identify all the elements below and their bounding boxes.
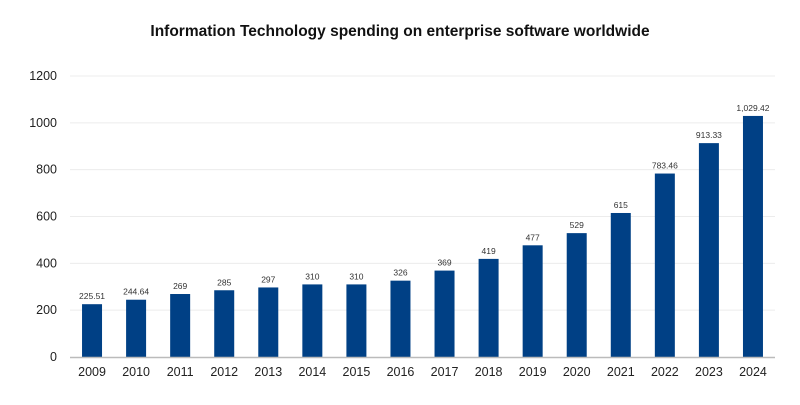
chart-title: Information Technology spending on enter… — [150, 23, 650, 40]
data-label: 269 — [173, 281, 187, 291]
x-tick-label: 2012 — [210, 365, 238, 379]
bar-2015 — [346, 284, 367, 357]
data-label: 615 — [614, 200, 628, 210]
bar-2019 — [522, 245, 543, 357]
x-tick-label: 2022 — [651, 365, 679, 379]
data-label: 419 — [482, 246, 496, 256]
data-label: 913.33 — [696, 130, 722, 140]
bar-2016 — [390, 280, 411, 357]
bar-2009 — [82, 304, 103, 357]
data-label: 369 — [437, 258, 451, 268]
y-tick-label: 200 — [36, 303, 57, 317]
y-tick-label: 400 — [36, 256, 57, 270]
y-tick-label: 800 — [36, 163, 57, 177]
x-tick-label: 2018 — [475, 365, 503, 379]
x-tick-label: 2023 — [695, 365, 723, 379]
bar-2020 — [566, 233, 587, 357]
y-tick-label: 1000 — [29, 116, 57, 130]
x-tick-label: 2015 — [343, 365, 371, 379]
bar-2013 — [258, 287, 279, 357]
data-label: 244.64 — [123, 287, 149, 297]
x-tick-label: 2024 — [739, 365, 767, 379]
bar-2024 — [742, 115, 763, 357]
x-tick-label: 2017 — [431, 365, 459, 379]
bar-2010 — [126, 299, 147, 357]
data-label: 1,029.42 — [736, 103, 769, 113]
data-label: 310 — [305, 271, 319, 281]
data-label: 326 — [393, 268, 407, 278]
data-label: 783.46 — [652, 161, 678, 171]
bar-2022 — [654, 173, 675, 357]
data-label: 310 — [349, 271, 363, 281]
data-label: 477 — [526, 232, 540, 242]
bar-2023 — [698, 143, 719, 357]
x-tick-label: 2010 — [122, 365, 150, 379]
x-tick-label: 2016 — [387, 365, 415, 379]
x-tick-label: 2019 — [519, 365, 547, 379]
x-tick-label: 2013 — [254, 365, 282, 379]
bar-2017 — [434, 270, 455, 357]
data-label: 297 — [261, 274, 275, 284]
data-label: 225.51 — [79, 291, 105, 301]
x-tick-label: 2021 — [607, 365, 635, 379]
x-tick-label: 2009 — [78, 365, 106, 379]
bar-2012 — [214, 290, 235, 357]
bar-2014 — [302, 284, 323, 357]
data-label: 529 — [570, 220, 584, 230]
data-label: 285 — [217, 277, 231, 287]
bar-2011 — [170, 294, 191, 357]
x-tick-label: 2020 — [563, 365, 591, 379]
y-tick-label: 1200 — [29, 69, 57, 83]
y-tick-label: 600 — [36, 210, 57, 224]
y-tick-label: 0 — [50, 350, 57, 364]
x-tick-label: 2014 — [298, 365, 326, 379]
x-tick-label: 2011 — [167, 365, 194, 379]
bar-2021 — [610, 212, 631, 357]
bar-2018 — [478, 258, 499, 357]
